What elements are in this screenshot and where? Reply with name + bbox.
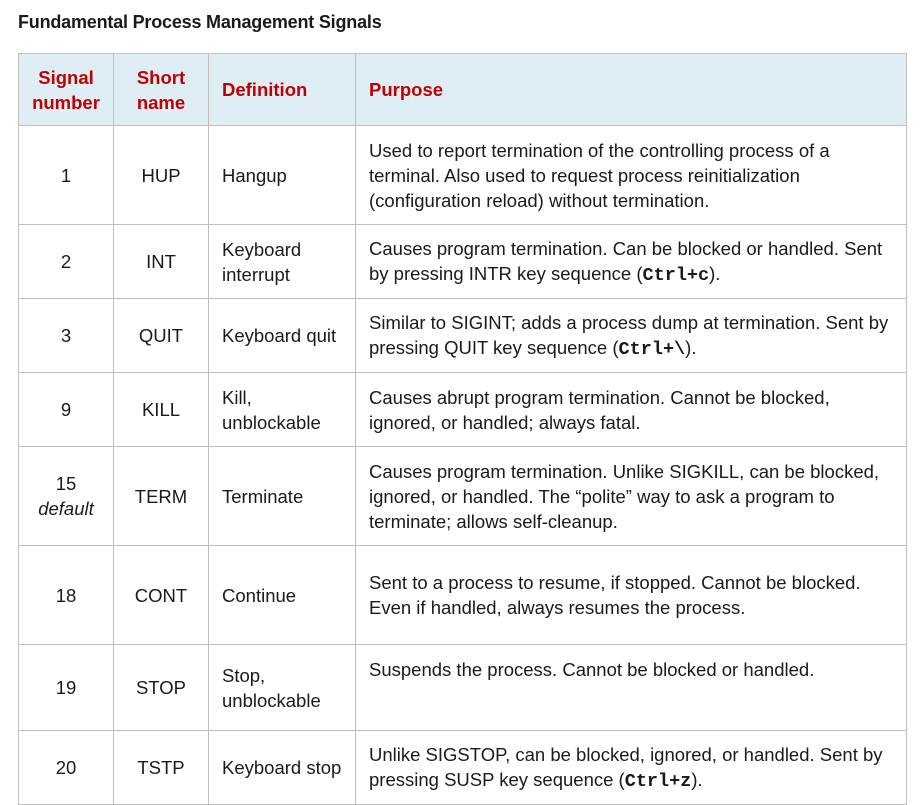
key-sequence: Ctrl+c — [642, 264, 710, 286]
definition: Keyboard quit — [208, 298, 356, 373]
purpose: Suspends the process. Cannot be blocked … — [355, 644, 907, 731]
purpose-text: Causes program termination. Can be block… — [369, 237, 883, 284]
signal-number: 2 — [18, 224, 114, 299]
short-name: HUP — [113, 125, 209, 225]
definition: Hangup — [208, 125, 356, 225]
table-row: 19 STOP Stop, unblockable Suspends the p… — [18, 644, 907, 731]
short-name: TSTP — [113, 730, 209, 805]
signal-number: 15 default — [18, 446, 114, 546]
table-row: 1 HUP Hangup Used to report termination … — [18, 125, 907, 225]
purpose: Causes abrupt program termination. Canno… — [355, 372, 907, 447]
table-row: 2 INT Keyboard interrupt Causes program … — [18, 224, 907, 299]
signal-number: 9 — [18, 372, 114, 447]
definition: Keyboard stop — [208, 730, 356, 805]
header-short-name: Short name — [113, 53, 209, 126]
short-name: TERM — [113, 446, 209, 546]
table-row: 20 TSTP Keyboard stop Unlike SIGSTOP, ca… — [18, 730, 907, 805]
short-name: INT — [113, 224, 209, 299]
header-row: Signal number Short name Definition Purp… — [18, 53, 907, 126]
default-label: default — [38, 498, 94, 519]
header-definition: Definition — [208, 53, 356, 126]
short-name: STOP — [113, 644, 209, 731]
purpose-text: Unlike SIGSTOP, can be blocked, ignored,… — [369, 743, 883, 790]
page-title: Fundamental Process Management Signals — [18, 12, 382, 32]
purpose: Causes program termination. Can be block… — [355, 224, 907, 299]
signal-number: 18 — [18, 545, 114, 645]
table-row: 3 QUIT Keyboard quit Similar to SIGINT; … — [18, 298, 907, 373]
purpose-end: ). — [685, 336, 697, 358]
purpose-end: ). — [709, 262, 721, 284]
definition: Continue — [208, 545, 356, 645]
header-purpose: Purpose — [355, 53, 907, 126]
signal-number: 19 — [18, 644, 114, 731]
short-name: CONT — [113, 545, 209, 645]
purpose: Used to report termination of the contro… — [355, 125, 907, 225]
purpose: Sent to a process to resume, if stopped.… — [355, 545, 907, 645]
purpose: Similar to SIGINT; adds a process dump a… — [355, 298, 907, 373]
definition: Stop, unblockable — [208, 644, 356, 731]
signals-table: Signal number Short name Definition Purp… — [18, 53, 907, 805]
key-sequence: Ctrl+z — [624, 770, 692, 792]
table-row: 15 default TERM Terminate Causes program … — [18, 446, 907, 546]
purpose-end: ). — [691, 768, 703, 790]
header-signal-number: Signal number — [18, 53, 114, 126]
signal-number: 1 — [18, 125, 114, 225]
short-name: QUIT — [113, 298, 209, 373]
purpose: Causes program termination. Unlike SIGKI… — [355, 446, 907, 546]
purpose-text: Similar to SIGINT; adds a process dump a… — [369, 311, 889, 358]
purpose: Unlike SIGSTOP, can be blocked, ignored,… — [355, 730, 907, 805]
signal-number: 20 — [18, 730, 114, 805]
table-row: 18 CONT Continue Sent to a process to re… — [18, 545, 907, 645]
signal-number: 3 — [18, 298, 114, 373]
definition: Keyboard interrupt — [208, 224, 356, 299]
short-name: KILL — [113, 372, 209, 447]
signal-number-value: 15 — [55, 473, 77, 494]
table-row: 9 KILL Kill, unblockable Causes abrupt p… — [18, 372, 907, 447]
key-sequence: Ctrl+\ — [618, 338, 686, 360]
definition: Terminate — [208, 446, 356, 546]
definition: Kill, unblockable — [208, 372, 356, 447]
